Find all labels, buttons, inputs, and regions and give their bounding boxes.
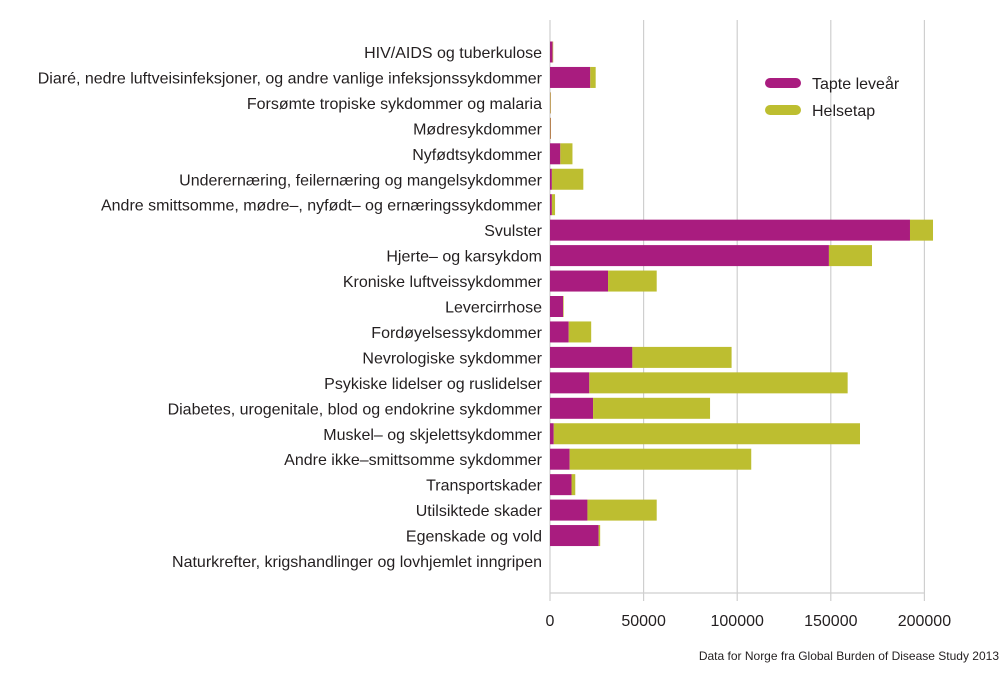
x-axis: 0 50000 100000 150000 200000: [546, 592, 951, 630]
category-label-transportskader: Transportskader: [426, 478, 543, 495]
bar-row-m-dresykdommer: [550, 117, 551, 139]
category-label-utilsiktede-skader: Utilsiktede skader: [416, 503, 543, 520]
bar-helsetap-m-dresykdommer: [550, 117, 551, 139]
bar-helsetap-andre-ikke-smittsomme-sykdommer: [569, 448, 752, 470]
category-label-naturkrefter-krigshandlinger-og-lovhjemlet-inngripen: Naturkrefter, krigshandlinger og lovhjem…: [172, 554, 542, 571]
x-tick-label-100000: 100000: [711, 613, 764, 630]
category-label-nyf-dtsykdommer: Nyfødtsykdommer: [412, 147, 542, 164]
category-label-kroniske-luftveissykdommer: Kroniske luftveissykdommer: [343, 274, 543, 291]
bar-tapte-levea-r-kroniske-luftveissykdommer: [550, 270, 609, 292]
source-note: Data for Norge fra Global Burden of Dise…: [699, 649, 999, 663]
category-label-diabetes-urogenitale-blod-og-endokrine-sykdommer: Diabetes, urogenitale, blod og endokrine…: [168, 401, 543, 418]
bar-row-andre-ikke-smittsomme-sykdommer: [550, 448, 752, 470]
bar-tapte-levea-r-ford-yelsessykdommer: [550, 321, 569, 343]
bar-tapte-levea-r-diare-nedre-luftveisinfeksjoner-og-andre-vanlige-infeksjonssykdommer: [550, 66, 591, 88]
category-label-nevrologiske-sykdommer: Nevrologiske sykdommer: [362, 350, 542, 367]
gridlines: [549, 20, 926, 593]
bar-helsetap-fors-mte-tropiske-sykdommer-og-malaria: [550, 92, 551, 114]
bar-row-transportskader: [550, 474, 576, 496]
bar-helsetap-hiv-aids-og-tuberkulose: [552, 41, 554, 63]
bar-row-hjerte-og-karsykdom: [550, 245, 872, 267]
bar-tapte-levea-r-utilsiktede-skader: [550, 499, 588, 521]
bar-row-nevrologiske-sykdommer: [550, 346, 732, 368]
bar-row-diabetes-urogenitale-blod-og-endokrine-sykdommer: [550, 397, 711, 419]
bar-helsetap-psykiske-lidelser-og-ruslidelser: [589, 372, 848, 394]
category-label-muskel-og-skjelettsykdommer: Muskel– og skjelettsykdommer: [323, 427, 542, 444]
bar-helsetap-egenskade-og-vold: [598, 525, 601, 547]
bar-helsetap-diare-nedre-luftveisinfeksjoner-og-andre-vanlige-infeksjonssykdommer: [590, 66, 596, 88]
bar-row-psykiske-lidelser-og-ruslidelser: [550, 372, 848, 394]
category-label-andre-smittsomme-m-dre-nyf-dt-og-ern-ringssykdommer: Andre smittsomme, mødre–, nyfødt– og ern…: [101, 198, 543, 215]
bar-tapte-levea-r-egenskade-og-vold: [550, 525, 599, 547]
x-tick-label-150000: 150000: [804, 613, 857, 630]
bar-tapte-levea-r-muskel-og-skjelettsykdommer: [550, 423, 554, 445]
x-tick-label-0: 0: [546, 613, 555, 630]
bar-helsetap-nevrologiske-sykdommer: [632, 346, 732, 368]
category-label-hiv-aids-og-tuberkulose: HIV/AIDS og tuberkulose: [364, 45, 542, 62]
bar-row-utilsiktede-skader: [550, 499, 657, 521]
bar-row-egenskade-og-vold: [550, 525, 601, 547]
x-tick-label-50000: 50000: [621, 613, 666, 630]
category-label-fors-mte-tropiske-sykdommer-og-malaria: Forsømte tropiske sykdommer og malaria: [247, 96, 542, 113]
bar-row-hiv-aids-og-tuberkulose: [550, 41, 554, 63]
bar-row-levercirrhose: [550, 296, 564, 317]
bar-row-ford-yelsessykdommer: [550, 321, 592, 343]
category-label-hjerte-og-karsykdom: Hjerte– og karsykdom: [386, 249, 542, 266]
x-tick-label-200000: 200000: [898, 613, 951, 630]
category-label-diare-nedre-luftveisinfeksjoner-og-andre-vanlige-infeksjonssykdommer: Diaré, nedre luftveisinfeksjoner, og and…: [38, 70, 543, 87]
legend: Tapte leveår Helsetap: [765, 75, 900, 120]
bar-row-muskel-og-skjelettsykdommer: [550, 423, 861, 445]
legend-label-helsetap: Helsetap: [812, 103, 875, 120]
bar-tapte-levea-r-andre-ikke-smittsomme-sykdommer: [550, 448, 570, 470]
category-label-svulster: Svulster: [484, 223, 542, 240]
bar-row-fors-mte-tropiske-sykdommer-og-malaria: [550, 92, 551, 114]
bar-helsetap-svulster: [909, 219, 934, 241]
category-label-psykiske-lidelser-og-ruslidelser: Psykiske lidelser og ruslidelser: [324, 376, 543, 393]
legend-swatch-tapte-leveaar: [765, 78, 801, 88]
bar-helsetap-levercirrhose: [563, 296, 564, 317]
bar-helsetap-hjerte-og-karsykdom: [828, 245, 872, 267]
bars: [550, 41, 934, 547]
bar-row-nyf-dtsykdommer: [550, 143, 573, 165]
bar-tapte-levea-r-hiv-aids-og-tuberkulose: [550, 41, 553, 63]
bar-tapte-levea-r-levercirrhose: [550, 296, 564, 317]
bar-tapte-levea-r-psykiske-lidelser-og-ruslidelser: [550, 372, 590, 394]
legend-item-tapte-leveaar: Tapte leveår: [765, 75, 900, 93]
bar-tapte-levea-r-underern-ring-feilern-ring-og-mangelsykdommer: [550, 168, 552, 190]
bar-helsetap-kroniske-luftveissykdommer: [608, 270, 657, 292]
category-label-andre-ikke-smittsomme-sykdommer: Andre ikke–smittsomme sykdommer: [284, 452, 543, 469]
legend-label-tapte-leveaar: Tapte leveår: [812, 75, 900, 93]
bar-tapte-levea-r-transportskader: [550, 474, 572, 496]
legend-item-helsetap: Helsetap: [765, 103, 875, 120]
legend-swatch-helsetap: [765, 105, 801, 115]
bar-helsetap-ford-yelsessykdommer: [568, 321, 592, 343]
bar-helsetap-diabetes-urogenitale-blod-og-endokrine-sykdommer: [593, 397, 711, 419]
category-label-levercirrhose: Levercirrhose: [445, 300, 542, 317]
bar-row-svulster: [550, 219, 934, 241]
category-label-m-dresykdommer: Mødresykdommer: [413, 121, 543, 138]
bar-tapte-levea-r-diabetes-urogenitale-blod-og-endokrine-sykdommer: [550, 397, 594, 419]
bar-helsetap-andre-smittsomme-m-dre-nyf-dt-og-ern-ringssykdommer: [551, 194, 556, 216]
bar-tapte-levea-r-hjerte-og-karsykdom: [550, 245, 829, 267]
bar-helsetap-transportskader: [571, 474, 576, 496]
bar-helsetap-underern-ring-feilern-ring-og-mangelsykdommer: [551, 168, 584, 190]
bar-tapte-levea-r-nevrologiske-sykdommer: [550, 346, 633, 368]
bar-tapte-levea-r-svulster: [550, 219, 910, 241]
category-label-egenskade-og-vold: Egenskade og vold: [406, 529, 542, 546]
bar-row-diare-nedre-luftveisinfeksjoner-og-andre-vanlige-infeksjonssykdommer: [550, 66, 596, 88]
bar-tapte-levea-r-andre-smittsomme-m-dre-nyf-dt-og-ern-ringssykdommer: [550, 194, 552, 216]
bar-row-underern-ring-feilern-ring-og-mangelsykdommer: [550, 168, 584, 190]
category-label-ford-yelsessykdommer: Fordøyelsessykdommer: [371, 325, 542, 342]
bar-tapte-levea-r-m-dresykdommer: [550, 117, 551, 139]
bar-row-andre-smittsomme-m-dre-nyf-dt-og-ern-ringssykdommer: [550, 194, 556, 216]
category-label-underern-ring-feilern-ring-og-mangelsykdommer: Underernæring, feilernæring og mangelsyk…: [179, 172, 543, 189]
bar-row-kroniske-luftveissykdommer: [550, 270, 657, 292]
category-labels: HIV/AIDS og tuberkulose Diaré, nedre luft…: [38, 45, 543, 571]
bar-helsetap-utilsiktede-skader: [587, 499, 657, 521]
bar-helsetap-muskel-og-skjelettsykdommer: [553, 423, 861, 445]
bar-helsetap-nyf-dtsykdommer: [560, 143, 573, 165]
bar-tapte-levea-r-nyf-dtsykdommer: [550, 143, 561, 165]
